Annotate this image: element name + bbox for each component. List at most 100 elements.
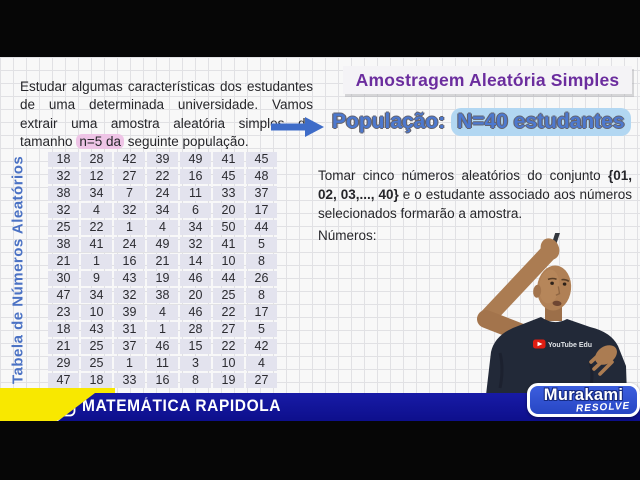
instruction-paragraph: Tomar cinco números aleatórios do conjun… xyxy=(318,166,632,223)
table-cell: 48 xyxy=(246,169,277,184)
table-cell: 21 xyxy=(48,254,79,269)
table-cell: 10 xyxy=(213,254,244,269)
table-cell: 28 xyxy=(180,322,211,337)
table-cell: 49 xyxy=(147,237,178,252)
table-cell: 17 xyxy=(246,305,277,320)
table-cell: 33 xyxy=(213,186,244,201)
table-cell: 1 xyxy=(81,254,112,269)
table-cell: 27 xyxy=(213,322,244,337)
table-cell: 22 xyxy=(213,305,244,320)
presenter-photo: YouTube Edu xyxy=(477,233,627,395)
table-cell: 22 xyxy=(147,169,178,184)
table-cell: 30 xyxy=(48,271,79,286)
table-cell: 4 xyxy=(147,220,178,235)
table-cell: 41 xyxy=(213,237,244,252)
table-cell: 21 xyxy=(147,254,178,269)
table-cell: 46 xyxy=(147,339,178,354)
table-cell: 43 xyxy=(81,322,112,337)
table-cell: 28 xyxy=(81,152,112,167)
presenter-hand xyxy=(589,345,617,376)
table-cell: 26 xyxy=(246,271,277,286)
table-cell: 44 xyxy=(246,220,277,235)
table-cell: 5 xyxy=(246,237,277,252)
table-cell: 33 xyxy=(114,373,145,388)
random-table-label: Tabela de Números Aleatórios xyxy=(9,155,27,385)
table-cell: 4 xyxy=(246,356,277,371)
table-cell: 42 xyxy=(246,339,277,354)
table-cell: 37 xyxy=(114,339,145,354)
table-cell: 39 xyxy=(114,305,145,320)
instruction-before: Tomar cinco números aleatórios do conjun… xyxy=(318,167,601,183)
murakami-logo: Murakami RESOLVE xyxy=(527,383,640,417)
table-cell: 38 xyxy=(48,237,79,252)
table-cell: 32 xyxy=(180,237,211,252)
table-cell: 32 xyxy=(114,203,145,218)
table-cell: 44 xyxy=(213,271,244,286)
table-cell: 3 xyxy=(180,356,211,371)
table-cell: 24 xyxy=(147,186,178,201)
numbers-label: Números: xyxy=(318,228,377,243)
table-cell: 46 xyxy=(180,271,211,286)
table-cell: 14 xyxy=(180,254,211,269)
table-cell: 27 xyxy=(114,169,145,184)
table-cell: 10 xyxy=(213,356,244,371)
table-cell: 8 xyxy=(246,254,277,269)
sample-size-highlight: n=5 da xyxy=(76,134,124,149)
table-cell: 25 xyxy=(48,220,79,235)
table-cell: 37 xyxy=(246,186,277,201)
table-cell: 32 xyxy=(114,288,145,303)
population-value: N=40 estudantes xyxy=(451,108,631,136)
table-cell: 47 xyxy=(48,288,79,303)
table-cell: 17 xyxy=(246,203,277,218)
table-cell: 16 xyxy=(147,373,178,388)
table-cell: 49 xyxy=(180,152,211,167)
table-cell: 16 xyxy=(114,254,145,269)
table-cell: 50 xyxy=(213,220,244,235)
logo-subtitle: RESOLVE xyxy=(575,400,631,415)
table-cell: 42 xyxy=(114,152,145,167)
table-cell: 8 xyxy=(246,288,277,303)
table-cell: 22 xyxy=(213,339,244,354)
table-cell: 46 xyxy=(180,305,211,320)
table-cell: 5 xyxy=(246,322,277,337)
table-cell: 10 xyxy=(81,305,112,320)
table-cell: 29 xyxy=(48,356,79,371)
intro-text-before: Estudar algumas características dos estu… xyxy=(20,78,313,150)
intro-paragraph: Estudar algumas características dos estu… xyxy=(20,78,313,152)
table-cell: 45 xyxy=(246,152,277,167)
table-cell: 18 xyxy=(48,322,79,337)
table-cell: 25 xyxy=(81,339,112,354)
random-number-table: 18 28 42 39 49 41 45 32 12 27 22 16 45 48 38 34 7 24 11 33 3… xyxy=(48,152,277,388)
table-cell: 27 xyxy=(246,373,277,388)
logo-title: Murakami xyxy=(543,385,624,404)
right-arrow-icon xyxy=(271,117,324,137)
table-cell: 34 xyxy=(81,288,112,303)
table-cell: 15 xyxy=(180,339,211,354)
letterbox-top xyxy=(0,0,640,57)
table-cell: 8 xyxy=(180,373,211,388)
table-cell: 34 xyxy=(147,203,178,218)
table-cell: 6 xyxy=(180,203,211,218)
table-cell: 19 xyxy=(147,271,178,286)
table-cell: 20 xyxy=(180,288,211,303)
table-cell: 20 xyxy=(213,203,244,218)
table-cell: 45 xyxy=(213,169,244,184)
intro-text-after: seguinte população. xyxy=(127,134,249,149)
table-cell: 18 xyxy=(48,152,79,167)
table-cell: 38 xyxy=(48,186,79,201)
table-cell: 34 xyxy=(81,186,112,201)
table-cell: 11 xyxy=(180,186,211,201)
table-cell: 1 xyxy=(147,322,178,337)
channel-name: MATEMÁTICA RAPIDOLA xyxy=(82,397,282,416)
instruction-set-notation: {01, 02, 03,..., 40} xyxy=(318,167,632,202)
table-cell: 24 xyxy=(114,237,145,252)
table-cell: 4 xyxy=(147,305,178,320)
table-cell: 41 xyxy=(213,152,244,167)
table-cell: 7 xyxy=(114,186,145,201)
lesson-title-box: Amostragem Aleatória Simples xyxy=(343,66,632,94)
table-cell: 38 xyxy=(147,288,178,303)
table-cell: 25 xyxy=(213,288,244,303)
table-cell: 31 xyxy=(114,322,145,337)
table-cell: 47 xyxy=(48,373,79,388)
